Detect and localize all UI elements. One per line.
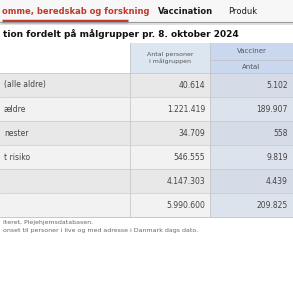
Bar (130, 73, 210, 97)
Bar (210, 121, 293, 145)
Bar (0, 97, 130, 121)
Text: onset til personer i live og med adresse i Danmark dags dato.: onset til personer i live og med adresse… (3, 228, 198, 233)
Text: omme, beredskab og forskning: omme, beredskab og forskning (2, 6, 149, 16)
Text: Vaccination: Vaccination (158, 6, 213, 16)
Text: 5.990.600: 5.990.600 (166, 200, 205, 209)
Text: ældre: ældre (4, 105, 26, 113)
Text: 558: 558 (273, 129, 288, 137)
Bar (0, 25, 293, 43)
Bar (0, 43, 130, 73)
Bar (130, 145, 210, 169)
Text: nester: nester (4, 129, 28, 137)
Text: iteret, Plejehjemsdatabasen.: iteret, Plejehjemsdatabasen. (3, 220, 93, 225)
Bar (210, 145, 293, 169)
Text: 546.555: 546.555 (173, 152, 205, 161)
Text: 5.102: 5.102 (266, 81, 288, 89)
Text: 34.709: 34.709 (178, 129, 205, 137)
Text: (alle aldre): (alle aldre) (4, 81, 46, 89)
Bar (130, 121, 210, 145)
Text: Antal: Antal (242, 64, 261, 70)
Bar (130, 193, 210, 217)
Bar (0, 121, 130, 145)
Text: t risiko: t risiko (4, 152, 30, 161)
Bar (210, 169, 293, 193)
Text: 209.825: 209.825 (257, 200, 288, 209)
Text: Produk: Produk (228, 6, 257, 16)
Bar (0, 0, 293, 22)
Bar (210, 43, 293, 73)
Bar (0, 217, 293, 239)
Bar (0, 193, 130, 217)
Bar (130, 43, 210, 73)
Bar (210, 73, 293, 97)
Bar (130, 169, 210, 193)
Bar (0, 169, 130, 193)
Bar (210, 97, 293, 121)
Bar (0, 22, 293, 25)
Text: 4.439: 4.439 (266, 176, 288, 185)
Bar (0, 145, 130, 169)
Text: tion fordelt på målgrupper pr. 8. oktober 2024: tion fordelt på målgrupper pr. 8. oktobe… (3, 29, 239, 39)
Text: Vacciner: Vacciner (236, 48, 266, 54)
Bar (210, 193, 293, 217)
Text: 189.907: 189.907 (257, 105, 288, 113)
Text: 40.614: 40.614 (178, 81, 205, 89)
Text: 4.147.303: 4.147.303 (166, 176, 205, 185)
Text: 1.221.419: 1.221.419 (167, 105, 205, 113)
Bar (0, 73, 130, 97)
Text: Antal personer
i målgruppen: Antal personer i målgruppen (147, 52, 193, 64)
Text: 9.819: 9.819 (266, 152, 288, 161)
Bar (130, 97, 210, 121)
